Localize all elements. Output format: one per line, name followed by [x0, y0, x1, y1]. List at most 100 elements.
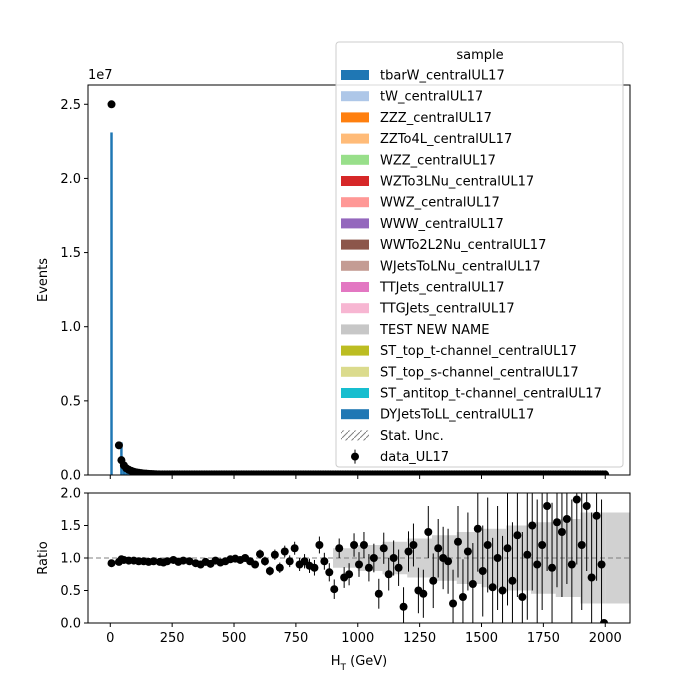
ratio-point — [359, 541, 368, 549]
legend-entry: WWW_centralUL17 — [341, 217, 504, 232]
ratio-point — [600, 619, 609, 623]
ratio-point — [369, 554, 378, 562]
legend-swatch — [341, 388, 369, 398]
legend-swatch — [341, 154, 369, 165]
legend-label: WZTo3LNu_centralUL17 — [380, 175, 534, 190]
ratio-point — [290, 544, 299, 553]
legend-entry: WZZ_centralUL17 — [341, 153, 496, 168]
ratio-point — [513, 531, 522, 540]
ratio-point — [179, 556, 188, 565]
main-y-tick-label: 2.5 — [60, 98, 81, 113]
legend-entry: TTJets_centralUL17 — [341, 281, 505, 296]
ratio-point — [350, 541, 359, 549]
legend-label: WJetsToLNu_centralUL17 — [380, 259, 541, 274]
main-y-tick-label: 2.0 — [60, 172, 81, 187]
x-tick-label: 1000 — [341, 631, 374, 646]
x-tick-label: 1750 — [527, 631, 560, 646]
ratio-point — [468, 580, 477, 588]
x-tick-label: 1250 — [403, 631, 436, 646]
legend-entry: ST_top_s-channel_centralUL17 — [341, 365, 579, 380]
legend-marker — [351, 452, 359, 461]
main-y-tick-label: 0.0 — [60, 469, 81, 484]
legend-entry: tW_centralUL17 — [341, 90, 483, 105]
legend: sample tbarW_centralUL17 tW_centralUL17 ZZ… — [335, 41, 624, 468]
ratio-point — [270, 550, 279, 559]
legend-frame — [335, 41, 624, 468]
ratio-point — [503, 544, 512, 553]
ratio-point — [592, 511, 601, 520]
ratio-point — [582, 502, 591, 510]
x-axis-label-unit: (GeV) — [346, 654, 387, 669]
x-tick-label: 1500 — [465, 631, 498, 646]
ratio-point — [458, 593, 467, 601]
ratio-y-tick-label: 0.5 — [60, 584, 81, 599]
ratio-point — [523, 550, 532, 559]
ratio-point — [394, 563, 403, 572]
ratio-point — [483, 541, 492, 549]
ratio-point — [488, 583, 497, 592]
legend-title: sample — [456, 48, 503, 63]
legend-label: Stat. Unc. — [380, 429, 444, 444]
legend-swatch — [341, 239, 369, 250]
legend-swatch — [341, 303, 369, 314]
legend-entry: ST_antitop_t-channel_centralUL17 — [341, 387, 602, 402]
ratio-point — [285, 557, 294, 566]
ratio-point — [449, 599, 458, 608]
ratio-point — [325, 568, 334, 577]
legend-label: WWZ_centralUL17 — [380, 196, 500, 211]
ratio-point — [379, 544, 388, 553]
ratio-point — [355, 560, 363, 569]
data-point — [114, 441, 123, 450]
ratio-point — [399, 602, 408, 611]
legend-label: TTJets_centralUL17 — [379, 281, 505, 296]
legend-label: ZZTo4L_centralUL17 — [380, 132, 512, 147]
legend-swatch — [341, 91, 369, 102]
ratio-point — [330, 585, 339, 594]
ratio-point — [107, 559, 116, 568]
ratio-point — [424, 528, 433, 536]
ratio-point — [280, 547, 289, 556]
ratio-point — [429, 576, 438, 585]
legend-swatch — [341, 366, 369, 377]
legend-entry: Stat. Unc. — [341, 429, 444, 444]
ratio-point — [384, 570, 393, 579]
x-tick-label: 250 — [160, 631, 185, 646]
ratio-point — [364, 563, 373, 572]
ratio-point — [572, 495, 581, 504]
ratio-point — [543, 502, 552, 510]
ratio-point — [315, 541, 324, 549]
ratio-point — [508, 576, 517, 585]
x-tick-label: 0 — [106, 631, 114, 646]
ratio-panel: 0.0 0.5 1.0 1.5 2.0 0 250 500 750 1000 1250 1500 17… — [36, 487, 631, 646]
main-y-axis-label: Events — [36, 258, 51, 302]
ratio-point — [310, 563, 319, 572]
legend-swatch — [341, 409, 369, 420]
ratio-point — [409, 541, 418, 549]
x-tick-label: 750 — [283, 631, 308, 646]
ratio-point — [163, 557, 172, 566]
ratio-point — [552, 518, 561, 527]
legend-swatch — [341, 112, 369, 123]
legend-label: data_UL17 — [380, 450, 449, 465]
ratio-point — [597, 560, 606, 569]
legend-entry: WWTo2L2Nu_centralUL17 — [341, 238, 546, 253]
legend-label: ST_top_s-channel_centralUL17 — [380, 365, 579, 380]
legend-swatch — [341, 282, 369, 292]
legend-entry: DYJetsToLL_centralUL17 — [341, 408, 534, 423]
ratio-point — [453, 537, 462, 546]
legend-swatch — [341, 345, 369, 356]
ratio-point — [389, 554, 398, 562]
ratio-point — [444, 557, 453, 566]
ratio-point — [419, 589, 428, 598]
x-tick-label: 500 — [222, 631, 247, 646]
legend-swatch — [341, 218, 369, 229]
ratio-y-tick-label: 1.0 — [60, 552, 81, 567]
ratio-y-tick-label: 0.0 — [60, 617, 81, 632]
x-axis-label-main: H — [331, 654, 341, 669]
main-y-tick-label: 0.5 — [60, 394, 81, 409]
ratio-point — [587, 573, 596, 582]
ratio-y-axis-label: Ratio — [36, 541, 51, 574]
legend-label: DYJetsToLL_centralUL17 — [380, 408, 534, 423]
ratio-point — [518, 593, 527, 601]
